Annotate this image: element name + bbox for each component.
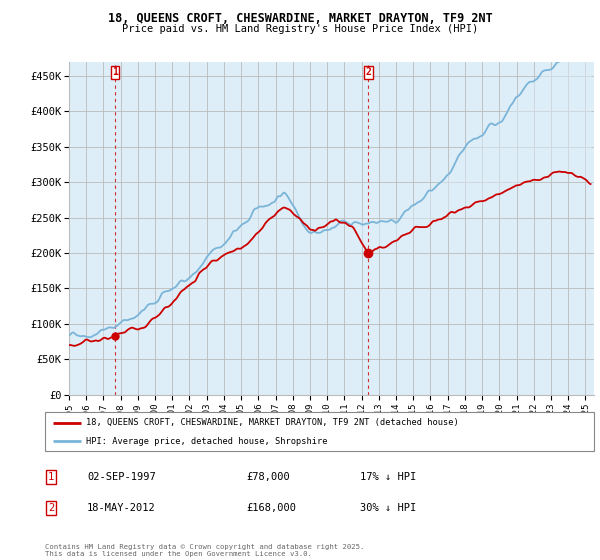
Text: 17% ↓ HPI: 17% ↓ HPI	[360, 472, 416, 482]
Text: 30% ↓ HPI: 30% ↓ HPI	[360, 503, 416, 513]
Text: HPI: Average price, detached house, Shropshire: HPI: Average price, detached house, Shro…	[86, 436, 328, 446]
Text: 18, QUEENS CROFT, CHESWARDINE, MARKET DRAYTON, TF9 2NT: 18, QUEENS CROFT, CHESWARDINE, MARKET DR…	[107, 12, 493, 25]
Text: 1: 1	[112, 67, 118, 77]
Text: Price paid vs. HM Land Registry's House Price Index (HPI): Price paid vs. HM Land Registry's House …	[122, 24, 478, 34]
Text: 18, QUEENS CROFT, CHESWARDINE, MARKET DRAYTON, TF9 2NT (detached house): 18, QUEENS CROFT, CHESWARDINE, MARKET DR…	[86, 418, 459, 427]
Text: Contains HM Land Registry data © Crown copyright and database right 2025.
This d: Contains HM Land Registry data © Crown c…	[45, 544, 364, 557]
Text: 02-SEP-1997: 02-SEP-1997	[87, 472, 156, 482]
Text: £78,000: £78,000	[246, 472, 290, 482]
Text: 1: 1	[48, 472, 54, 482]
Text: 2: 2	[365, 67, 371, 77]
Text: 2: 2	[48, 503, 54, 513]
Text: £168,000: £168,000	[246, 503, 296, 513]
Text: 18-MAY-2012: 18-MAY-2012	[87, 503, 156, 513]
